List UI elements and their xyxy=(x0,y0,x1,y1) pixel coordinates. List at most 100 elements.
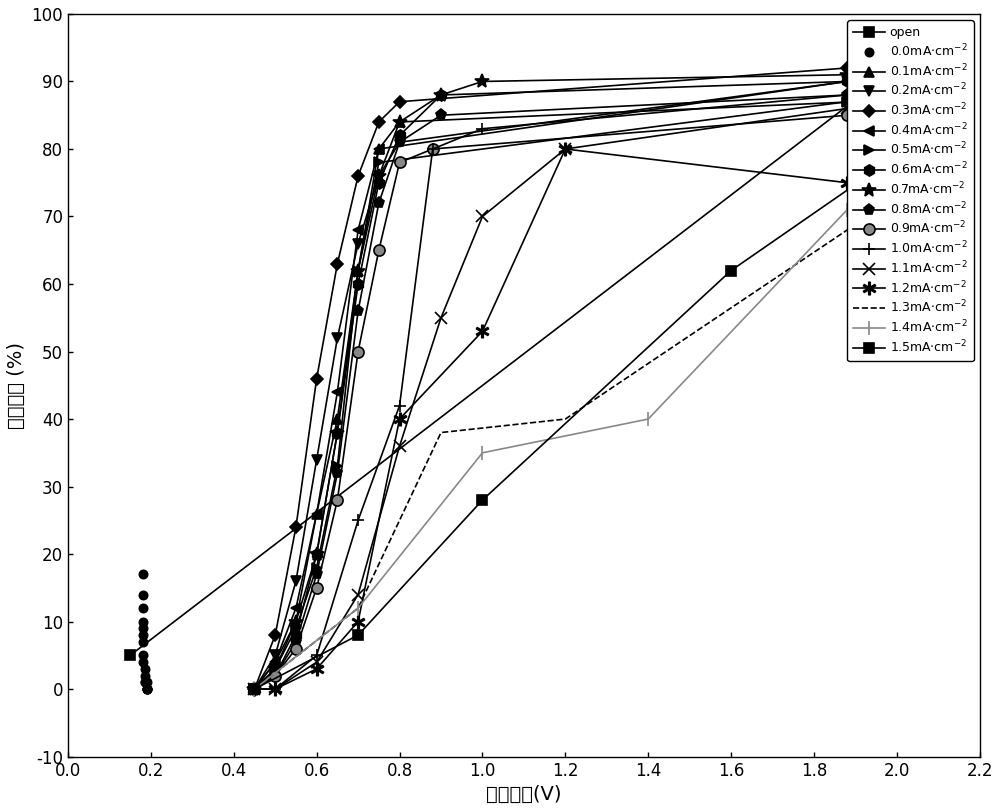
0.0mA$\cdot$cm$^{-2}$ xyxy=(139,664,151,674)
0.8mA$\cdot$cm$^{-2}$ xyxy=(290,637,302,646)
0.7mA$\cdot$cm$^{-2}$ xyxy=(394,117,406,127)
0.5mA$\cdot$cm$^{-2}$ xyxy=(352,266,364,276)
0.7mA$\cdot$cm$^{-2}$ xyxy=(373,171,385,181)
0.0mA$\cdot$cm$^{-2}$ xyxy=(137,650,149,660)
X-axis label: 阳极电位(V): 阳极电位(V) xyxy=(486,785,562,804)
Line: 1.3mA$\cdot$cm$^{-2}$: 1.3mA$\cdot$cm$^{-2}$ xyxy=(254,149,897,689)
0.8mA$\cdot$cm$^{-2}$ xyxy=(394,137,406,147)
0.1mA$\cdot$cm$^{-2}$ xyxy=(269,657,281,667)
0.7mA$\cdot$cm$^{-2}$ xyxy=(269,664,281,674)
1.4mA$\cdot$cm$^{-2}$ xyxy=(248,684,260,694)
0.9mA$\cdot$cm$^{-2}$ xyxy=(394,157,406,167)
0.0mA$\cdot$cm$^{-2}$ xyxy=(141,684,153,694)
1.0mA$\cdot$cm$^{-2}$ xyxy=(476,124,488,134)
0.5mA$\cdot$cm$^{-2}$ xyxy=(311,563,323,573)
0.1mA$\cdot$cm$^{-2}$ xyxy=(891,90,903,100)
0.0mA$\cdot$cm$^{-2}$ xyxy=(137,603,149,613)
0.8mA$\cdot$cm$^{-2}$ xyxy=(435,110,447,120)
0.5mA$\cdot$cm$^{-2}$ xyxy=(290,624,302,633)
0.0mA$\cdot$cm$^{-2}$ xyxy=(137,657,149,667)
0.0mA$\cdot$cm$^{-2}$ xyxy=(137,624,149,633)
Line: 0.3mA$\cdot$cm$^{-2}$: 0.3mA$\cdot$cm$^{-2}$ xyxy=(250,57,901,693)
1.5mA$\cdot$cm$^{-2}$ xyxy=(248,684,260,694)
1.2mA$\cdot$cm$^{-2}$ xyxy=(311,664,323,674)
0.0mA$\cdot$cm$^{-2}$ xyxy=(141,684,153,694)
1.0mA$\cdot$cm$^{-2}$ xyxy=(427,144,439,154)
1.2mA$\cdot$cm$^{-2}$ xyxy=(841,178,853,187)
0.6mA$\cdot$cm$^{-2}$ xyxy=(435,90,447,100)
1.1mA$\cdot$cm$^{-2}$ xyxy=(394,441,406,451)
Legend: open, 0.0mA$\cdot$cm$^{-2}$, 0.1mA$\cdot$cm$^{-2}$, 0.2mA$\cdot$cm$^{-2}$, 0.3mA: open, 0.0mA$\cdot$cm$^{-2}$, 0.1mA$\cdot… xyxy=(847,20,974,361)
0.7mA$\cdot$cm$^{-2}$ xyxy=(841,70,853,79)
0.3mA$\cdot$cm$^{-2}$ xyxy=(891,56,903,66)
0.5mA$\cdot$cm$^{-2}$ xyxy=(373,157,385,167)
0.2mA$\cdot$cm$^{-2}$ xyxy=(248,684,260,694)
1.5mA$\cdot$cm$^{-2}$ xyxy=(352,630,364,640)
1.3mA$\cdot$cm$^{-2}$ xyxy=(841,225,853,235)
1.4mA$\cdot$cm$^{-2}$ xyxy=(642,414,654,424)
Line: 1.4mA$\cdot$cm$^{-2}$: 1.4mA$\cdot$cm$^{-2}$ xyxy=(248,115,904,696)
1.0mA$\cdot$cm$^{-2}$ xyxy=(841,90,853,100)
0.7mA$\cdot$cm$^{-2}$ xyxy=(331,427,343,437)
1.0mA$\cdot$cm$^{-2}$ xyxy=(352,516,364,526)
1.2mA$\cdot$cm$^{-2}$ xyxy=(891,165,903,174)
1.1mA$\cdot$cm$^{-2}$ xyxy=(248,684,260,694)
0.3mA$\cdot$cm$^{-2}$ xyxy=(269,630,281,640)
1.1mA$\cdot$cm$^{-2}$ xyxy=(841,104,853,114)
0.8mA$\cdot$cm$^{-2}$ xyxy=(269,671,281,680)
Line: 0.0mA$\cdot$cm$^{-2}$: 0.0mA$\cdot$cm$^{-2}$ xyxy=(138,570,151,693)
1.0mA$\cdot$cm$^{-2}$ xyxy=(248,684,260,694)
0.4mA$\cdot$cm$^{-2}$ xyxy=(331,387,343,397)
0.4mA$\cdot$cm$^{-2}$ xyxy=(841,76,853,86)
0.7mA$\cdot$cm$^{-2}$ xyxy=(476,76,488,86)
0.7mA$\cdot$cm$^{-2}$ xyxy=(290,616,302,626)
0.5mA$\cdot$cm$^{-2}$ xyxy=(269,664,281,674)
0.9mA$\cdot$cm$^{-2}$ xyxy=(373,246,385,255)
0.3mA$\cdot$cm$^{-2}$ xyxy=(394,97,406,106)
0.0mA$\cdot$cm$^{-2}$ xyxy=(139,671,151,680)
1.0mA$\cdot$cm$^{-2}$ xyxy=(891,84,903,93)
Line: 0.5mA$\cdot$cm$^{-2}$: 0.5mA$\cdot$cm$^{-2}$ xyxy=(250,76,902,694)
1.3mA$\cdot$cm$^{-2}$ xyxy=(435,427,447,437)
1.3mA$\cdot$cm$^{-2}$ xyxy=(352,603,364,613)
0.9mA$\cdot$cm$^{-2}$ xyxy=(841,110,853,120)
0.6mA$\cdot$cm$^{-2}$ xyxy=(248,684,260,694)
0.9mA$\cdot$cm$^{-2}$ xyxy=(427,144,439,154)
Line: 0.1mA$\cdot$cm$^{-2}$: 0.1mA$\cdot$cm$^{-2}$ xyxy=(250,90,902,694)
0.4mA$\cdot$cm$^{-2}$ xyxy=(311,508,323,518)
0.3mA$\cdot$cm$^{-2}$ xyxy=(311,374,323,384)
0.6mA$\cdot$cm$^{-2}$ xyxy=(290,630,302,640)
0.3mA$\cdot$cm$^{-2}$ xyxy=(352,171,364,181)
1.1mA$\cdot$cm$^{-2}$ xyxy=(311,657,323,667)
0.9mA$\cdot$cm$^{-2}$ xyxy=(248,684,260,694)
0.2mA$\cdot$cm$^{-2}$ xyxy=(290,577,302,586)
1.1mA$\cdot$cm$^{-2}$ xyxy=(891,90,903,100)
0.3mA$\cdot$cm$^{-2}$ xyxy=(373,117,385,127)
1.2mA$\cdot$cm$^{-2}$ xyxy=(394,414,406,424)
0.3mA$\cdot$cm$^{-2}$ xyxy=(331,259,343,268)
0.4mA$\cdot$cm$^{-2}$ xyxy=(269,657,281,667)
1.2mA$\cdot$cm$^{-2}$ xyxy=(476,326,488,336)
0.5mA$\cdot$cm$^{-2}$ xyxy=(331,461,343,471)
Y-axis label: 脱色效率 (%): 脱色效率 (%) xyxy=(7,341,26,429)
0.4mA$\cdot$cm$^{-2}$ xyxy=(373,144,385,154)
1.5mA$\cdot$cm$^{-2}$ xyxy=(891,151,903,161)
1.2mA$\cdot$cm$^{-2}$ xyxy=(352,616,364,626)
0.3mA$\cdot$cm$^{-2}$ xyxy=(841,63,853,73)
0.0mA$\cdot$cm$^{-2}$ xyxy=(137,637,149,646)
0.1mA$\cdot$cm$^{-2}$ xyxy=(290,616,302,626)
0.0mA$\cdot$cm$^{-2}$ xyxy=(137,630,149,640)
1.1mA$\cdot$cm$^{-2}$ xyxy=(476,212,488,221)
Line: 0.9mA$\cdot$cm$^{-2}$: 0.9mA$\cdot$cm$^{-2}$ xyxy=(249,109,902,695)
1.4mA$\cdot$cm$^{-2}$ xyxy=(352,603,364,613)
Line: 0.7mA$\cdot$cm$^{-2}$: 0.7mA$\cdot$cm$^{-2}$ xyxy=(248,61,904,696)
0.0mA$\cdot$cm$^{-2}$ xyxy=(137,616,149,626)
1.4mA$\cdot$cm$^{-2}$ xyxy=(841,205,853,215)
0.5mA$\cdot$cm$^{-2}$ xyxy=(891,76,903,86)
1.1mA$\cdot$cm$^{-2}$ xyxy=(269,684,281,694)
1.5mA$\cdot$cm$^{-2}$ xyxy=(725,266,737,276)
0.5mA$\cdot$cm$^{-2}$ xyxy=(841,97,853,106)
0.9mA$\cdot$cm$^{-2}$ xyxy=(290,644,302,654)
0.7mA$\cdot$cm$^{-2}$ xyxy=(352,266,364,276)
Line: 1.5mA$\cdot$cm$^{-2}$: 1.5mA$\cdot$cm$^{-2}$ xyxy=(250,151,902,694)
